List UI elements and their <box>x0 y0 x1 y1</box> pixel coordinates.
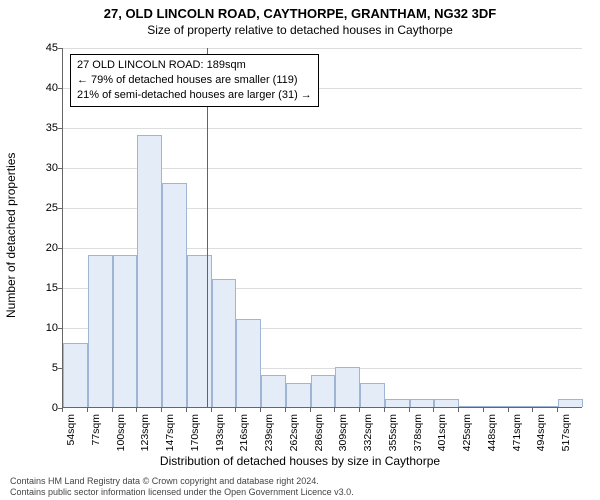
histogram-bar <box>335 367 360 407</box>
x-tick-mark <box>409 408 410 412</box>
x-tick-mark <box>458 408 459 412</box>
x-tick-label: 425sqm <box>461 414 473 474</box>
page-subtitle: Size of property relative to detached ho… <box>0 21 600 37</box>
x-tick-label: 448sqm <box>486 414 498 474</box>
x-tick-label: 286sqm <box>313 414 325 474</box>
x-tick-label: 471sqm <box>511 414 523 474</box>
histogram-bar <box>459 406 484 407</box>
histogram-bar <box>286 383 311 407</box>
x-tick-mark <box>384 408 385 412</box>
y-tick-mark <box>58 248 62 249</box>
histogram-bar <box>63 343 88 407</box>
x-tick-mark <box>235 408 236 412</box>
x-tick-mark <box>334 408 335 412</box>
reference-annotation-box: 27 OLD LINCOLN ROAD: 189sqm ← 79% of det… <box>70 54 319 107</box>
histogram-bar <box>113 255 138 407</box>
annotation-line-2: ← 79% of detached houses are smaller (11… <box>77 73 312 88</box>
histogram-bar <box>533 406 558 407</box>
histogram-bar <box>385 399 410 407</box>
x-tick-mark <box>62 408 63 412</box>
histogram-bar <box>558 399 583 407</box>
footer-line-1: Contains HM Land Registry data © Crown c… <box>10 476 590 487</box>
x-tick-mark <box>359 408 360 412</box>
y-tick-label: 15 <box>28 282 58 294</box>
histogram-bar <box>311 375 336 407</box>
footer-line-2: Contains public sector information licen… <box>10 487 590 498</box>
histogram-bar <box>484 406 509 407</box>
x-tick-label: 378sqm <box>412 414 424 474</box>
y-tick-label: 20 <box>28 242 58 254</box>
y-tick-mark <box>58 88 62 89</box>
y-tick-label: 40 <box>28 82 58 94</box>
histogram-bar <box>509 406 534 407</box>
histogram-bar <box>137 135 162 407</box>
y-tick-mark <box>58 328 62 329</box>
y-tick-mark <box>58 168 62 169</box>
x-tick-label: 147sqm <box>164 414 176 474</box>
y-tick-mark <box>58 48 62 49</box>
histogram-bar <box>434 399 459 407</box>
footer-attribution: Contains HM Land Registry data © Crown c… <box>10 476 590 498</box>
x-tick-mark <box>112 408 113 412</box>
x-tick-label: 332sqm <box>362 414 374 474</box>
x-tick-mark <box>260 408 261 412</box>
x-tick-label: 170sqm <box>189 414 201 474</box>
x-tick-label: 262sqm <box>288 414 300 474</box>
annotation-line-3: 21% of semi-detached houses are larger (… <box>77 88 312 103</box>
y-tick-label: 30 <box>28 162 58 174</box>
x-tick-mark <box>136 408 137 412</box>
y-tick-label: 25 <box>28 202 58 214</box>
page-title: 27, OLD LINCOLN ROAD, CAYTHORPE, GRANTHA… <box>0 0 600 21</box>
gridline <box>63 128 582 129</box>
x-tick-label: 54sqm <box>65 414 77 474</box>
y-tick-label: 5 <box>28 362 58 374</box>
x-tick-label: 494sqm <box>535 414 547 474</box>
annotation-line-1: 27 OLD LINCOLN ROAD: 189sqm <box>77 58 312 73</box>
x-tick-label: 123sqm <box>139 414 151 474</box>
x-tick-mark <box>186 408 187 412</box>
x-tick-label: 517sqm <box>560 414 572 474</box>
histogram-bar <box>212 279 237 407</box>
x-tick-mark <box>433 408 434 412</box>
x-tick-label: 216sqm <box>238 414 250 474</box>
x-tick-mark <box>285 408 286 412</box>
y-tick-mark <box>58 128 62 129</box>
histogram-bar <box>360 383 385 407</box>
gridline <box>63 48 582 49</box>
x-tick-label: 193sqm <box>214 414 226 474</box>
x-tick-mark <box>211 408 212 412</box>
histogram-bar <box>410 399 435 407</box>
x-tick-label: 100sqm <box>115 414 127 474</box>
x-tick-mark <box>87 408 88 412</box>
x-tick-mark <box>508 408 509 412</box>
y-tick-label: 0 <box>28 402 58 414</box>
x-tick-mark <box>161 408 162 412</box>
y-tick-mark <box>58 288 62 289</box>
x-tick-label: 309sqm <box>337 414 349 474</box>
x-tick-mark <box>310 408 311 412</box>
x-tick-label: 239sqm <box>263 414 275 474</box>
histogram-bar <box>261 375 286 407</box>
x-tick-mark <box>483 408 484 412</box>
y-tick-mark <box>58 208 62 209</box>
y-tick-mark <box>58 368 62 369</box>
histogram-bar <box>162 183 187 407</box>
y-tick-label: 35 <box>28 122 58 134</box>
y-axis-label: Number of detached properties <box>4 153 18 318</box>
x-tick-label: 355sqm <box>387 414 399 474</box>
histogram-bar <box>88 255 113 407</box>
x-tick-mark <box>557 408 558 412</box>
x-tick-label: 77sqm <box>90 414 102 474</box>
y-tick-label: 45 <box>28 42 58 54</box>
y-tick-label: 10 <box>28 322 58 334</box>
x-tick-mark <box>532 408 533 412</box>
x-tick-label: 401sqm <box>436 414 448 474</box>
histogram-bar <box>236 319 261 407</box>
